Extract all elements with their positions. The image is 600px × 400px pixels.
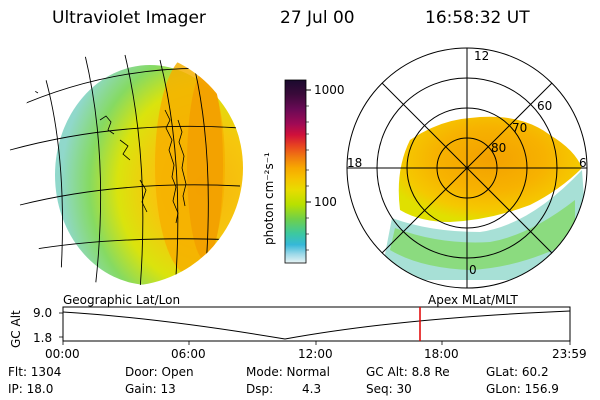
polar-label-70: 70	[512, 121, 528, 135]
timeline-ytick-1.8: 1.8	[33, 331, 53, 345]
timeline-axis-title: GC Alt	[9, 310, 23, 348]
timeline-xtick-1200: 12:00	[298, 347, 333, 361]
timeline-xtick-2359: 23:59	[552, 347, 587, 361]
colorbar-label: photon cm⁻²s⁻¹	[262, 152, 276, 245]
timeline-right-label: Apex MLat/MLT	[428, 293, 518, 307]
glat-info: GLat: 60.2	[486, 365, 549, 379]
timeline-ytick-9: 9.0	[33, 306, 53, 320]
polar-label-12: 12	[474, 49, 490, 63]
timeline-plot	[59, 306, 571, 345]
polar-label-80: 80	[491, 141, 507, 155]
gcalt-info: GC Alt: 8.8 Re	[366, 365, 450, 379]
time-label: 16:58:32 UT	[425, 8, 530, 28]
polar-label-60: 60	[537, 99, 553, 113]
timeline-left-label: Geographic Lat/Lon	[63, 293, 181, 307]
date-label: 27 Jul 00	[280, 8, 355, 28]
polar-plot	[346, 47, 588, 289]
timeline-xtick-1800: 18:00	[424, 347, 459, 361]
polar-label-6: 6	[579, 156, 587, 170]
timeline-xtick-0600: 06:00	[171, 347, 206, 361]
polar-label-18: 18	[347, 156, 363, 170]
colorbar	[284, 79, 311, 264]
seq-info: Seq: 30	[366, 382, 412, 396]
colorbar-tick-1000: 1000	[314, 83, 345, 97]
mode-info: Mode: Normal	[246, 365, 330, 379]
polar-label-0: 0	[469, 263, 477, 277]
ip-info: IP: 18.0	[8, 382, 54, 396]
flt-info: Flt: 1304	[8, 365, 62, 379]
colorbar-tick-100: 100	[314, 195, 337, 209]
earth-image	[9, 54, 243, 286]
dsp-value: 4.3	[302, 382, 322, 396]
dsp-label: Dsp:	[246, 382, 274, 396]
gain-info: Gain: 13	[125, 382, 176, 396]
timeline-xtick-0000: 00:00	[45, 347, 80, 361]
door-info: Door: Open	[125, 365, 194, 379]
instrument-title: Ultraviolet Imager	[52, 8, 206, 28]
glon-info: GLon: 156.9	[486, 382, 559, 396]
